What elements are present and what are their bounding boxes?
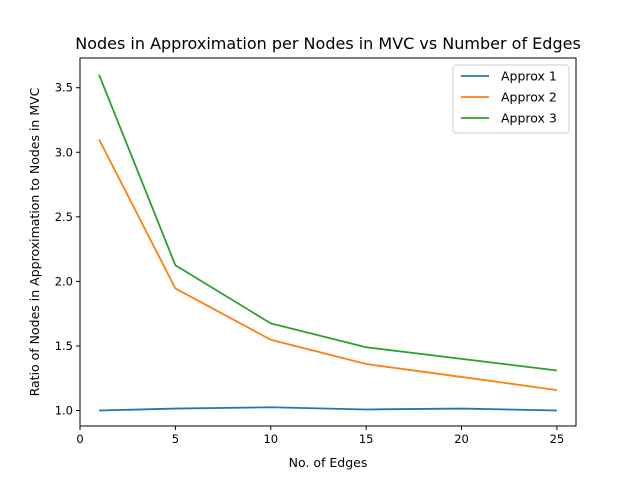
series-line-approx-1 — [99, 406, 557, 412]
series-line-approx-2 — [98, 138, 558, 391]
x-axis-label: No. of Edges — [289, 455, 368, 470]
plot-frame — [79, 57, 577, 427]
y-tick-label: 2.5 — [55, 210, 73, 224]
x-tick-label: 0 — [76, 432, 83, 446]
y-tick-label: 1.5 — [55, 339, 73, 353]
x-tick-label: 5 — [172, 432, 179, 446]
y-tick-label: 3.5 — [55, 81, 73, 95]
chart-title: Nodes in Approximation per Nodes in MVC … — [75, 34, 581, 53]
x-tick-label: 10 — [263, 432, 278, 446]
y-tick-label: 3.0 — [55, 145, 73, 159]
legend-label-approx-3: Approx 3 — [501, 111, 557, 126]
legend-label-approx-1: Approx 1 — [501, 69, 557, 84]
legend-box — [452, 64, 570, 134]
y-axis: 1.0 1.5 2.0 2.5 3.0 3.5 — [55, 81, 80, 418]
x-axis: 0 5 10 15 20 25 — [76, 426, 564, 446]
y-tick-label: 2.0 — [55, 274, 73, 288]
x-tick-label: 25 — [550, 432, 565, 446]
series-line-approx-3 — [98, 74, 558, 372]
x-tick-label: 20 — [454, 432, 469, 446]
y-axis-label: Ratio of Nodes in Approximation to Nodes… — [27, 87, 42, 396]
series-lines — [98, 74, 558, 412]
legend: Approx 1 Approx 2 Approx 3 — [452, 64, 570, 134]
legend-label-approx-2: Approx 2 — [501, 90, 557, 105]
x-tick-label: 15 — [359, 432, 374, 446]
y-tick-label: 1.0 — [55, 404, 73, 418]
